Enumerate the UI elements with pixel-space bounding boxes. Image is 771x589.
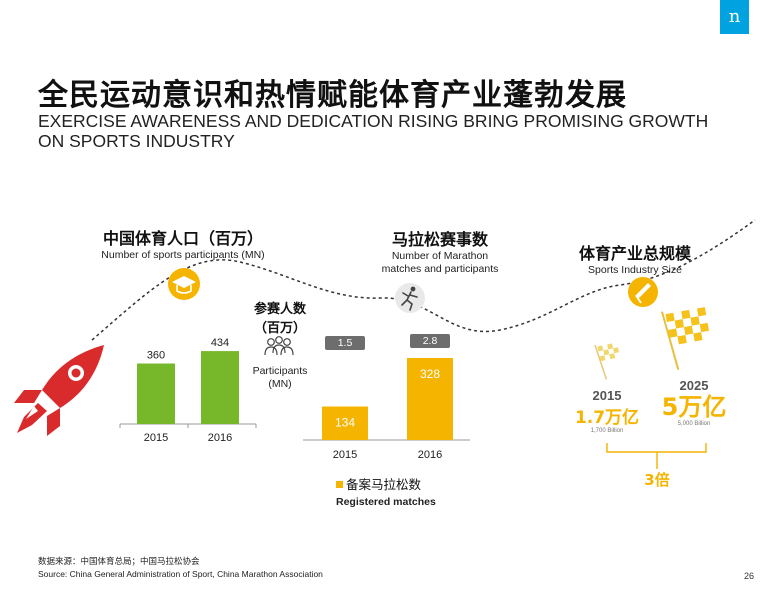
marathon-legend: 备案马拉松数 Registered matches <box>336 474 456 509</box>
participants-note: 参赛人数 （百万） Participants (MN) <box>252 302 308 390</box>
rocket-icon <box>14 345 104 436</box>
source-cn: 数据来源：中国体育总局；中国马拉松协会 <box>38 556 200 566</box>
legend-label-en: Registered matches <box>336 496 436 508</box>
data-label: 134 <box>335 416 355 430</box>
bar <box>137 363 175 424</box>
source-en: Source: China General Administration of … <box>38 569 323 579</box>
data-label: 328 <box>420 367 440 381</box>
legend-label-cn: 备案马拉松数 <box>346 477 422 492</box>
industry-2015: 2015 1.7万亿 1,700 Billion <box>566 388 648 434</box>
participants-badge-label: 2.8 <box>423 335 438 347</box>
data-label: 434 <box>211 337 229 349</box>
graduation-cap-icon <box>168 268 200 300</box>
tick-label: 2015 <box>333 449 357 461</box>
bar <box>407 358 453 440</box>
industry-heading: 体育产业总规模 Sports Industry Size <box>578 244 691 276</box>
industry-2025: 2025 5万亿 5,000 Billion <box>650 378 738 427</box>
industry-2025-year: 2025 <box>679 378 709 393</box>
marathon-chart: 134 2015 1.5 328 2016 2.8 <box>303 334 470 461</box>
runner-icon <box>395 283 425 313</box>
participants-badge-label: 1.5 <box>338 337 353 349</box>
data-label: 360 <box>147 350 165 362</box>
page-title-en-line2: ON SPORTS INDUSTRY <box>38 131 235 151</box>
tick-label: 2016 <box>208 432 232 444</box>
participants-badge <box>325 336 365 350</box>
page-title-en: EXERCISE AWARENESS AND DEDICATION RISING… <box>38 111 708 151</box>
people-group-icon <box>264 336 294 356</box>
tick-label: 2016 <box>418 449 442 461</box>
legend-swatch <box>336 481 343 488</box>
brand-logo: n <box>720 0 749 34</box>
megaphone-icon <box>628 277 658 307</box>
industry-2015-year: 2015 <box>592 388 622 403</box>
page-number: 26 <box>744 571 755 581</box>
page-title-en-line1: EXERCISE AWARENESS AND DEDICATION RISING… <box>38 111 709 131</box>
tick-label: 2015 <box>144 432 168 444</box>
industry-multiplier: 3倍 <box>644 471 670 489</box>
checkered-flag-icon <box>594 343 620 380</box>
participants-badge <box>410 334 450 348</box>
industry-2025-value-en: 5,000 Billion <box>677 421 711 427</box>
participants-heading: 中国体育人口（百万） Number of sports participants… <box>101 229 265 261</box>
industry-2015-value-en: 1,700 Billion <box>590 428 624 434</box>
checkered-flag-icon <box>661 307 710 370</box>
industry-2025-value: 5万亿 <box>661 393 727 421</box>
bar <box>201 351 239 424</box>
industry-2015-value: 1.7万亿 <box>574 408 640 428</box>
bar <box>322 406 368 440</box>
marathon-heading: 马拉松赛事数 Number of Marathon matches and pa… <box>381 230 499 275</box>
page-title-cn: 全民运动意识和热情赋能体育产业蓬勃发展 <box>38 78 627 113</box>
participants-chart: 360 2015 434 2016 <box>119 337 257 444</box>
